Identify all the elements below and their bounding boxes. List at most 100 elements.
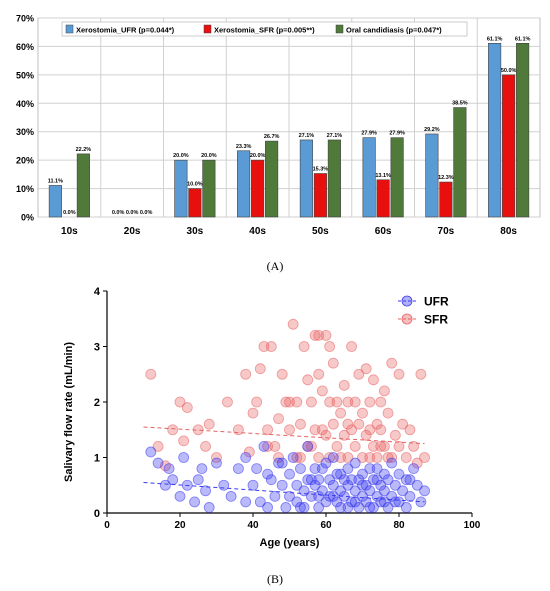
data-point	[378, 485, 390, 497]
bar	[488, 43, 502, 218]
bar	[376, 179, 390, 218]
y-tick-label: 0	[94, 508, 100, 520]
data-point	[320, 496, 332, 508]
data-point	[411, 479, 423, 491]
data-point	[320, 329, 332, 341]
data-point	[276, 457, 288, 469]
data-point	[386, 357, 398, 369]
y-tick-label: 1	[94, 453, 100, 465]
bar	[174, 159, 188, 218]
data-point	[305, 474, 317, 486]
y-axis-title: Salivary flow rate (mL/min)	[63, 342, 75, 482]
bar	[202, 159, 216, 218]
bar	[516, 43, 530, 218]
data-point	[404, 474, 416, 486]
data-label: 27.9%	[361, 131, 377, 137]
data-point	[342, 463, 354, 475]
data-label: 22.2%	[76, 147, 92, 153]
data-point	[408, 440, 420, 452]
legend: UFR SFR	[398, 295, 449, 327]
data-label: 23.3%	[236, 144, 252, 150]
data-point	[247, 479, 259, 491]
data-point	[284, 396, 295, 408]
data-point	[346, 424, 357, 436]
data-point	[324, 452, 336, 463]
data-label: 61.1%	[515, 36, 531, 42]
trend-line	[143, 481, 425, 503]
bar	[299, 139, 313, 218]
panel-label-b: (B)	[267, 572, 283, 586]
data-point	[251, 396, 263, 408]
data-point	[240, 496, 252, 508]
data-point	[342, 479, 354, 491]
data-point	[305, 440, 317, 452]
data-point	[327, 479, 339, 491]
data-point	[357, 479, 368, 491]
data-point	[295, 502, 306, 513]
data-point	[397, 485, 409, 497]
y-tick-label: 20%	[16, 156, 34, 166]
x-tick-label: 60s	[375, 226, 392, 237]
data-point	[331, 440, 343, 452]
data-point	[273, 452, 284, 463]
data-point	[269, 440, 281, 452]
x-tick-label: 20	[174, 520, 186, 531]
data-point	[349, 496, 361, 508]
data-point	[404, 490, 416, 502]
data-point	[353, 418, 365, 430]
data-point	[254, 496, 266, 508]
data-point	[371, 474, 383, 486]
data-point	[346, 341, 357, 352]
data-point	[316, 385, 328, 397]
bar	[425, 133, 439, 218]
x-tick-label: 80	[393, 520, 405, 531]
data-point	[342, 502, 354, 513]
data-point	[335, 452, 347, 463]
data-point	[371, 418, 383, 430]
data-point	[338, 429, 350, 441]
legend-box	[61, 21, 468, 37]
data-point	[192, 474, 204, 486]
data-point	[357, 452, 368, 463]
data-point	[295, 418, 306, 430]
data-point	[386, 452, 398, 463]
x-tick-label: 10s	[61, 226, 78, 237]
data-point	[327, 357, 339, 369]
bar-chart-panel: 0% 10% 20% 30% 40% 50% 60% 70% 10s 11.1% 0.0% 22.2%…	[16, 14, 541, 237]
data-point	[174, 490, 186, 502]
data-label: 20.0%	[173, 153, 189, 159]
data-point	[360, 363, 372, 375]
y-tick-label: 3	[94, 342, 100, 354]
legend-label: Xerostomia_UFR (p=0.044*)	[76, 26, 175, 35]
data-label: 27.9%	[389, 131, 405, 137]
data-point	[382, 502, 394, 513]
data-point	[335, 407, 347, 419]
data-point	[368, 474, 379, 486]
data-point	[240, 452, 252, 463]
data-point	[225, 490, 237, 502]
legend-swatch	[65, 24, 74, 34]
data-point	[386, 457, 398, 469]
data-point	[320, 457, 332, 469]
data-point	[389, 496, 401, 508]
data-point	[338, 379, 350, 391]
data-point	[360, 429, 372, 441]
data-point	[375, 424, 387, 436]
legend-label: Oral candidiasis (p=0.047*)	[346, 26, 442, 35]
data-point	[375, 396, 387, 408]
data-point	[313, 490, 325, 502]
data-point	[313, 329, 325, 341]
data-point	[393, 440, 405, 452]
data-point	[400, 502, 412, 513]
data-point	[145, 368, 157, 380]
data-point	[324, 341, 336, 352]
data-point	[349, 396, 361, 408]
data-point	[415, 368, 427, 380]
data-point	[393, 468, 405, 480]
data-point	[258, 341, 270, 352]
data-point	[349, 440, 361, 452]
data-point	[389, 479, 401, 491]
y-tick-label: 10%	[16, 184, 34, 194]
data-point	[284, 468, 295, 480]
data-label: 20.0%	[250, 153, 266, 159]
